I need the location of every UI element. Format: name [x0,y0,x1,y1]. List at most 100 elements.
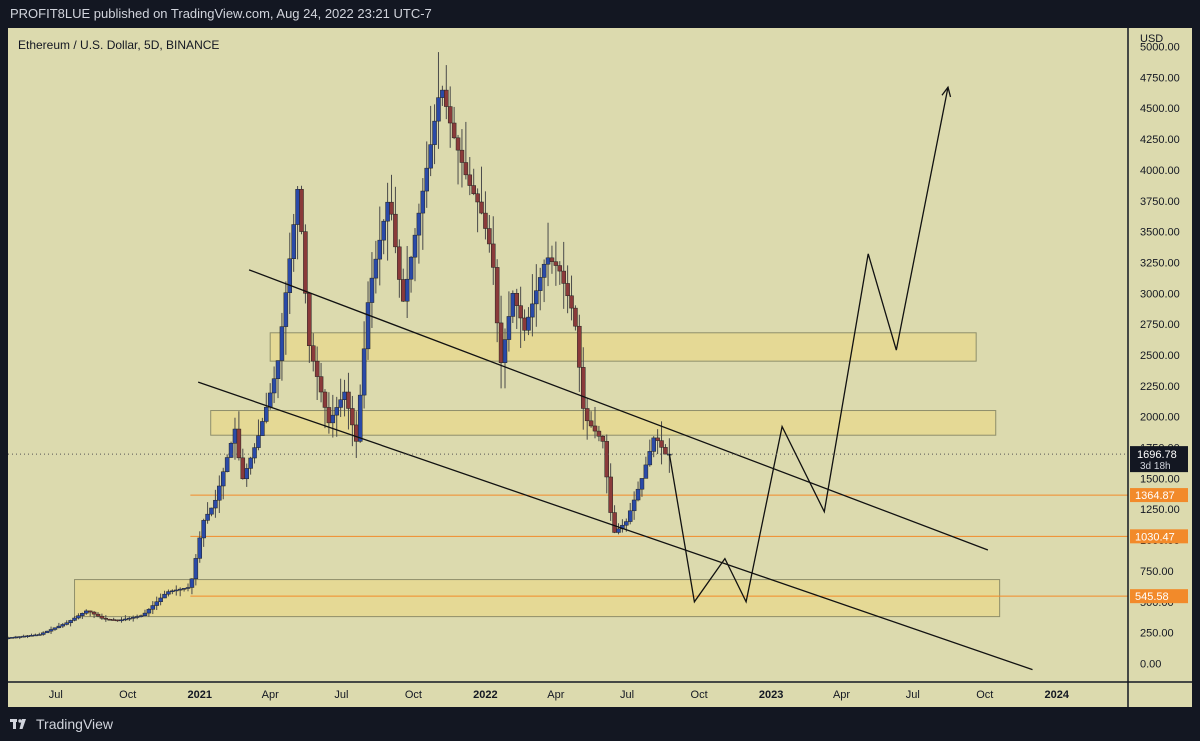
candle-body[interactable] [416,212,422,236]
candle-body[interactable] [447,106,453,124]
candle-body[interactable] [342,391,347,400]
trend-line[interactable] [197,381,1033,671]
candle-body[interactable] [252,447,257,459]
candle-body[interactable] [389,201,394,215]
candle-body[interactable] [123,618,128,621]
candle-body[interactable] [530,303,535,318]
candle-body[interactable] [189,578,195,588]
candle-body[interactable] [596,430,602,437]
candle-body[interactable] [483,212,488,229]
candle-body[interactable] [40,632,46,635]
candle-body[interactable] [68,620,73,624]
candle-body[interactable] [201,520,206,539]
candle-body[interactable] [37,634,42,636]
candle-body[interactable] [397,246,402,280]
candle-body[interactable] [369,277,375,303]
candle-body[interactable] [44,630,50,634]
candle-body[interactable] [303,231,308,294]
candle-body[interactable] [307,293,312,346]
candle-body[interactable] [451,122,457,139]
candle-body[interactable] [643,464,649,479]
candle-body[interactable] [459,149,465,163]
candle-body[interactable] [655,437,660,441]
candle-body[interactable] [338,399,343,408]
candle-body[interactable] [424,167,429,192]
candle-body[interactable] [162,593,167,599]
candle-body[interactable] [561,270,566,284]
candle-body[interactable] [455,137,461,151]
candle-body[interactable] [17,636,22,638]
candle-body[interactable] [119,619,124,622]
candle-body[interactable] [463,162,469,176]
candle-body[interactable] [537,277,543,291]
current-price-label[interactable]: 1696.78 [1137,449,1177,461]
candle-body[interactable] [432,120,437,145]
candle-body[interactable] [408,256,414,280]
candle-body[interactable] [334,407,339,416]
candle-body[interactable] [440,89,445,98]
candle-body[interactable] [287,258,293,293]
candle-body[interactable] [600,435,606,442]
candle-body[interactable] [510,293,516,317]
candle-body[interactable] [534,290,539,305]
candle-body[interactable] [322,391,328,408]
candle-body[interactable] [21,635,26,638]
candle-body[interactable] [232,428,238,444]
candle-body[interactable] [573,307,578,327]
level-price-label[interactable]: 545.58 [1135,591,1169,603]
candle-body[interactable] [487,228,492,245]
candle-body[interactable] [647,451,653,466]
candle-body[interactable] [271,378,277,394]
candle-body[interactable] [553,261,559,266]
candle-body[interactable] [95,613,101,617]
projection-path[interactable] [668,87,949,604]
candle-body[interactable] [80,613,85,616]
candle-body[interactable] [295,189,300,225]
candle-body[interactable] [346,391,351,409]
candle-body[interactable] [569,295,574,309]
candle-body[interactable] [291,224,296,260]
candle-body[interactable] [659,440,664,448]
candle-body[interactable] [138,615,144,617]
candle-body[interactable] [361,348,367,396]
candle-body[interactable] [56,625,62,629]
candle-body[interactable] [514,293,519,306]
candle-body[interactable] [224,457,230,473]
candle-body[interactable] [377,239,383,260]
candle-body[interactable] [299,189,304,232]
candle-body[interactable] [467,174,473,186]
candle-body[interactable] [565,283,570,297]
candle-body[interactable] [13,636,19,639]
candle-body[interactable] [228,443,234,458]
candle-body[interactable] [25,635,30,637]
candle-body[interactable] [174,589,179,592]
candle-body[interactable] [526,316,531,331]
candle-body[interactable] [264,406,269,422]
candle-body[interactable] [326,407,332,424]
candle-body[interactable] [635,488,641,501]
candle-body[interactable] [663,447,668,455]
candle-body[interactable] [557,265,563,272]
candle-body[interactable] [310,345,316,362]
candle-body[interactable] [134,616,140,618]
candle-body[interactable] [267,392,273,408]
zone-rect[interactable] [74,579,1001,618]
candle-body[interactable] [205,513,210,521]
candle-body[interactable] [193,558,199,580]
candle-body[interactable] [111,619,116,621]
candle-body[interactable] [170,590,175,593]
candle-body[interactable] [350,408,355,426]
candle-body[interactable] [491,243,496,268]
candle-body[interactable] [146,609,152,614]
candle-body[interactable] [400,279,406,302]
candle-body[interactable] [158,597,163,603]
candle-body[interactable] [33,634,38,637]
candle-body[interactable] [581,367,586,409]
candle-body[interactable] [639,478,645,490]
candle-body[interactable] [115,619,120,622]
candle-body[interactable] [76,615,81,619]
candle-body[interactable] [502,339,508,363]
candle-body[interactable] [381,220,386,241]
candle-body[interactable] [612,512,617,533]
candle-body[interactable] [627,510,633,522]
